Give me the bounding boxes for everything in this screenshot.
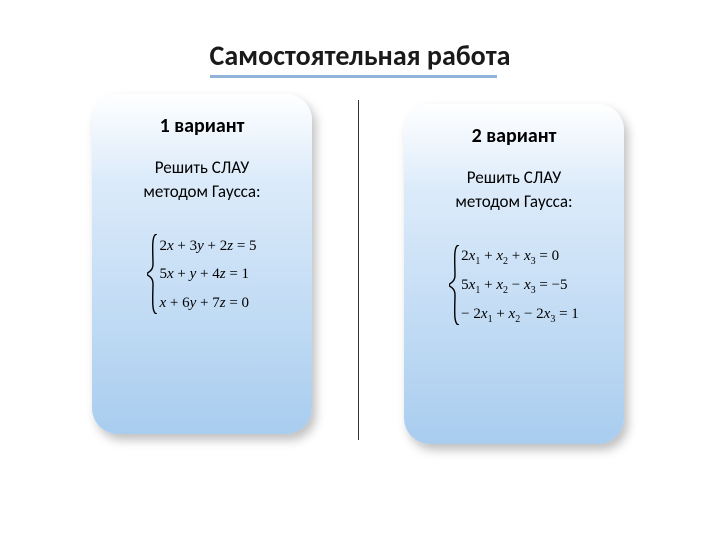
variant-card-2: 2 вариант Решить СЛАУ методом Гаусса: 2x… — [404, 104, 624, 444]
task-line: Решить СЛАУ — [467, 167, 561, 188]
variant-1-equations: 2x + 3y + 2z = 5 5x + y + 4z = 1 x + 6y … — [159, 232, 256, 318]
task-line: Решить СЛАУ — [155, 157, 249, 178]
equation-row: 5x + y + 4z = 1 — [159, 260, 256, 289]
variant-2-equations: 2x1 + x2 + x3 = 0 5x1 + x2 − x3 = −5 − 2… — [461, 242, 579, 329]
variant-1-title: 1 вариант — [108, 114, 296, 138]
task-line: методом Гаусса: — [455, 191, 572, 212]
left-brace-icon — [147, 234, 159, 314]
equation-row: x + 6y + 7z = 0 — [159, 289, 256, 318]
variant-1-task: Решить СЛАУ методом Гаусса: — [108, 156, 296, 204]
variant-1-system: 2x + 3y + 2z = 5 5x + y + 4z = 1 x + 6y … — [108, 232, 296, 318]
left-brace-icon — [449, 245, 461, 325]
variant-2-title: 2 вариант — [420, 124, 608, 148]
vertical-divider — [358, 100, 359, 440]
equation-row: 5x1 + x2 − x3 = −5 — [461, 271, 579, 300]
task-line: методом Гаусса: — [143, 181, 260, 202]
equation-row: − 2x1 + x2 − 2x3 = 1 — [461, 300, 579, 329]
title-trailing: а — [497, 38, 511, 73]
slide: Самостоятельная работа 1 вариант Решить … — [0, 0, 720, 540]
variant-2-system: 2x1 + x2 + x3 = 0 5x1 + x2 − x3 = −5 − 2… — [420, 242, 608, 329]
variant-card-1: 1 вариант Решить СЛАУ методом Гаусса: 2x… — [92, 94, 312, 434]
title-underlined: Самостоятельная работ — [210, 38, 497, 78]
variant-2-task: Решить СЛАУ методом Гаусса: — [420, 166, 608, 214]
equation-row: 2x1 + x2 + x3 = 0 — [461, 242, 579, 271]
page-title: Самостоятельная работа — [0, 38, 720, 73]
equation-row: 2x + 3y + 2z = 5 — [159, 232, 256, 261]
